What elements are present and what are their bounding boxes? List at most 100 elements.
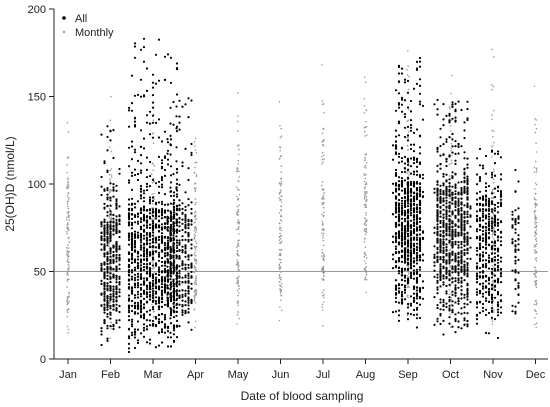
point-all-feb [118,310,121,314]
point-all-nov [487,236,491,239]
point-all-mar [139,184,143,188]
point-all-oct [460,261,463,264]
point-all-mar [133,94,137,97]
point-monthly-apr [194,320,197,323]
point-monthly-jul [322,232,325,235]
point-all-oct [448,182,451,185]
point-monthly-dec [535,233,538,235]
point-all-oct [454,120,457,123]
point-all-oct [463,311,466,314]
point-all-sep [415,187,419,190]
point-all-mar [145,168,149,171]
point-all-sep [415,242,419,245]
point-all-nov [493,207,497,210]
point-all-mar [151,276,155,280]
point-all-feb [109,230,112,233]
point-monthly-apr [193,222,196,224]
point-all-feb [115,274,118,277]
point-all-nov [490,225,494,228]
point-all-apr [172,247,175,251]
point-all-feb [103,292,106,295]
point-all-apr [172,309,175,312]
point-all-apr [181,264,184,267]
point-monthly-dec [534,317,536,319]
point-all-feb [103,188,106,191]
point-all-oct [439,219,442,223]
point-all-oct [445,189,448,192]
point-all-oct [451,253,454,256]
point-all-oct [451,222,454,225]
point-all-feb [118,283,121,286]
point-all-mar [163,255,167,258]
point-monthly-apr [194,246,196,249]
point-all-mar [163,264,167,267]
point-all-sep [412,297,416,300]
point-all-sep [397,176,401,179]
point-all-mar [166,158,170,161]
point-all-apr [175,310,178,313]
point-all-mar [145,263,149,266]
point-all-oct [463,248,466,251]
point-all-sep [418,188,422,191]
point-all-mar [172,208,176,212]
point-all-apr [166,152,169,155]
point-all-mar [148,251,152,254]
point-monthly-apr [195,261,198,263]
point-all-oct [463,185,466,188]
point-all-sep [415,313,419,316]
point-all-apr [166,215,169,218]
point-all-mar [145,176,149,179]
point-all-mar [127,258,131,261]
point-all-sep [397,231,401,234]
point-monthly-nov [491,118,493,121]
point-all-mar [139,225,143,228]
point-all-apr [190,301,193,305]
point-monthly-nov [491,323,494,325]
point-monthly-aug [363,279,366,281]
point-monthly-aug [365,219,368,221]
point-all-feb [115,265,118,268]
point-all-apr [172,230,175,233]
point-monthly-nov [491,114,493,116]
point-all-apr [178,199,181,202]
point-all-oct [445,211,448,215]
point-all-mar [154,250,158,253]
point-monthly-oct [450,147,453,150]
point-monthly-may [236,188,239,191]
point-all-mar [148,291,152,294]
point-all-feb [109,293,112,296]
point-monthly-jul [322,234,324,237]
point-all-sep [400,157,404,160]
point-all-nov [493,274,497,277]
point-all-mar [133,259,137,262]
point-all-apr [181,249,184,252]
point-all-sep [403,251,407,254]
point-all-apr [187,301,190,304]
point-monthly-mar [153,217,155,219]
x-tick-label: Oct [442,369,459,381]
point-all-mar [136,275,140,278]
point-all-sep [409,209,413,212]
point-all-apr [184,238,187,241]
point-all-sep [415,251,419,255]
point-monthly-aug [364,177,367,180]
point-monthly-jan [68,295,70,298]
point-all-sep [415,220,419,224]
point-all-oct [457,244,460,247]
point-all-oct [451,145,454,148]
point-monthly-jan [67,196,70,199]
point-all-feb [100,264,103,267]
point-all-mar [139,207,143,210]
point-all-mar [166,236,170,239]
point-all-oct [466,190,469,193]
point-all-apr [181,161,184,164]
point-all-apr [175,222,178,225]
point-all-sep [415,160,419,164]
point-all-mar [163,267,167,271]
point-all-mar [127,265,131,268]
point-all-sep [412,208,416,211]
point-all-feb [100,262,103,265]
point-all-sep [415,67,419,70]
point-monthly-dec [535,224,538,227]
